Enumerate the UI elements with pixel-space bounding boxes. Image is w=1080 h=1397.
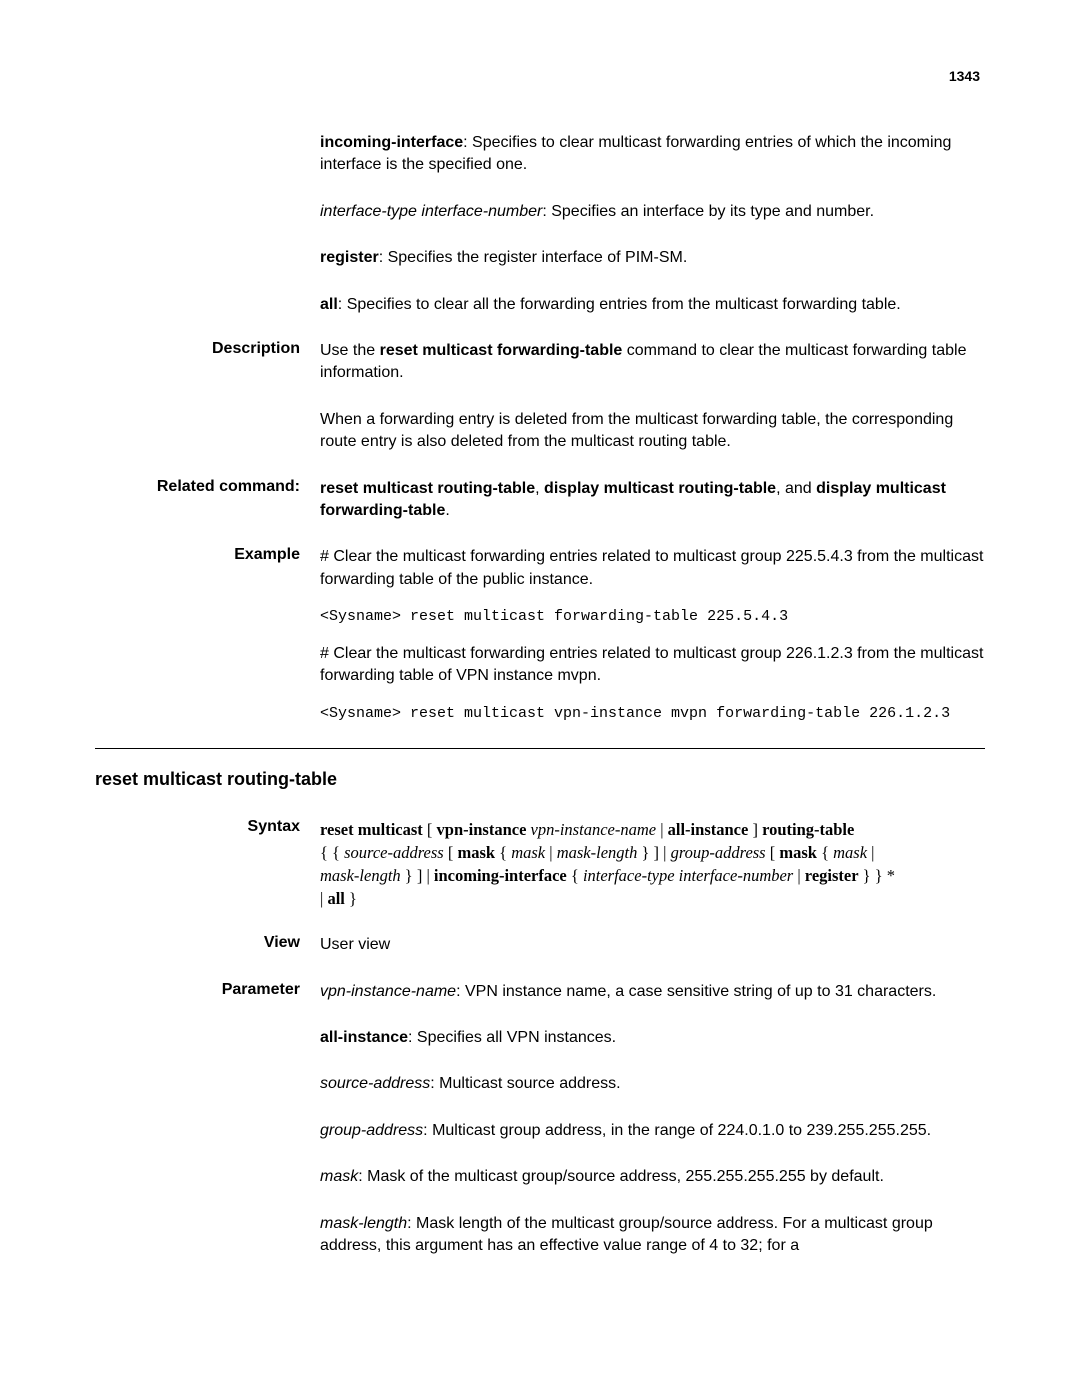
description-heading: Description (95, 340, 320, 385)
view-block: View User view (95, 934, 985, 956)
related-heading: Related command: (95, 478, 320, 523)
t: : Multicast group address, in the range … (423, 1122, 931, 1139)
text: : Specifies an interface by its type and… (542, 203, 874, 220)
page-number: 1343 (949, 68, 980, 84)
text: : Specifies the register interface of PI… (379, 249, 688, 266)
b1: reset multicast routing-table (320, 480, 535, 497)
syntax-heading: Syntax (95, 818, 320, 910)
param-all: all: Specifies to clear all the forwardi… (95, 294, 985, 316)
text: : Specifies to clear all the forwarding … (338, 296, 901, 313)
label: register (320, 249, 379, 266)
syntax-line2: { { source-address [ mask { mask | mask-… (320, 841, 985, 864)
example-code2: <Sysname> reset multicast vpn-instance m… (320, 702, 985, 726)
description-para2: When a forwarding entry is deleted from … (95, 409, 985, 454)
param-register: register: Specifies the register interfa… (95, 247, 985, 269)
syntax-line3: mask-length } ] | incoming-interface { i… (320, 864, 985, 887)
example-block: Example # Clear the multicast forwarding… (95, 546, 985, 591)
doc-page: 1343 incoming-interface: Specifies to cl… (0, 0, 1080, 1397)
param-source-address: source-address: Multicast source address… (95, 1073, 985, 1095)
example-heading: Example (95, 546, 320, 591)
param-all-instance: all-instance: Specifies all VPN instance… (95, 1027, 985, 1049)
parameter-heading: Parameter (95, 981, 320, 1003)
i: mask-length (320, 1215, 407, 1232)
related-command-block: Related command: reset multicast routing… (95, 478, 985, 523)
page-content: incoming-interface: Specifies to clear m… (95, 132, 985, 1257)
syntax-body: reset multicast [ vpn-instance vpn-insta… (320, 818, 985, 910)
example-code1: <Sysname> reset multicast forwarding-tab… (320, 605, 985, 629)
i: group-address (320, 1122, 423, 1139)
t: : Mask length of the multicast group/sou… (320, 1215, 933, 1254)
section-title: reset multicast routing-table (95, 769, 985, 790)
t1a: Use the (320, 342, 380, 359)
label: incoming-interface (320, 134, 463, 151)
description-block: Description Use the reset multicast forw… (95, 340, 985, 385)
b2: display multicast routing-table (544, 480, 776, 497)
label: interface-type interface-number (320, 203, 542, 220)
param-interface-type: interface-type interface-number: Specifi… (95, 201, 985, 223)
i: vpn-instance-name (320, 983, 456, 1000)
t3: . (445, 502, 449, 519)
example-p2: # Clear the multicast forwarding entries… (320, 643, 985, 688)
t: : Mask of the multicast group/source add… (358, 1168, 884, 1185)
i: mask (320, 1168, 358, 1185)
section-divider (95, 748, 985, 749)
view-text: User view (320, 934, 985, 956)
label: all (320, 296, 338, 313)
param-mask: mask: Mask of the multicast group/source… (95, 1166, 985, 1188)
i: source-address (320, 1075, 430, 1092)
syntax-line4: | all } (320, 887, 985, 910)
view-heading: View (95, 934, 320, 956)
example-p2-row: # Clear the multicast forwarding entries… (95, 643, 985, 688)
parameter-block: Parameter vpn-instance-name: VPN instanc… (95, 981, 985, 1003)
t1b: reset multicast forwarding-table (380, 342, 623, 359)
b: all-instance (320, 1029, 408, 1046)
param-group-address: group-address: Multicast group address, … (95, 1120, 985, 1142)
example-code2-row: <Sysname> reset multicast vpn-instance m… (95, 702, 985, 726)
example-p1: # Clear the multicast forwarding entries… (320, 546, 985, 591)
param-mask-length: mask-length: Mask length of the multicas… (95, 1213, 985, 1258)
syntax-block: Syntax reset multicast [ vpn-instance vp… (95, 818, 985, 910)
param-incoming-interface: incoming-interface: Specifies to clear m… (95, 132, 985, 177)
syntax-line1: reset multicast [ vpn-instance vpn-insta… (320, 818, 985, 841)
t: : VPN instance name, a case sensitive st… (456, 983, 936, 1000)
t2: , and (776, 480, 816, 497)
text: When a forwarding entry is deleted from … (320, 409, 985, 454)
t: : Multicast source address. (430, 1075, 620, 1092)
example-code1-row: <Sysname> reset multicast forwarding-tab… (95, 605, 985, 629)
t1: , (535, 480, 544, 497)
t: : Specifies all VPN instances. (408, 1029, 616, 1046)
